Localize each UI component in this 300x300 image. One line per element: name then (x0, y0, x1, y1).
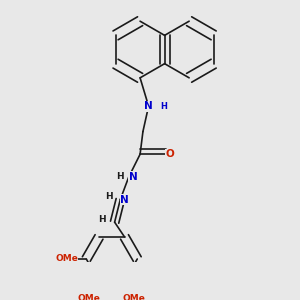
Text: O: O (165, 149, 174, 159)
Text: N: N (144, 101, 153, 111)
Text: H: H (161, 102, 168, 111)
Text: OMe: OMe (55, 254, 78, 263)
Text: N: N (129, 172, 137, 182)
Text: OMe: OMe (78, 294, 100, 300)
Text: H: H (98, 215, 106, 224)
Text: H: H (105, 192, 113, 201)
Text: OMe: OMe (123, 294, 146, 300)
Text: N: N (120, 195, 129, 205)
Text: H: H (116, 172, 124, 182)
